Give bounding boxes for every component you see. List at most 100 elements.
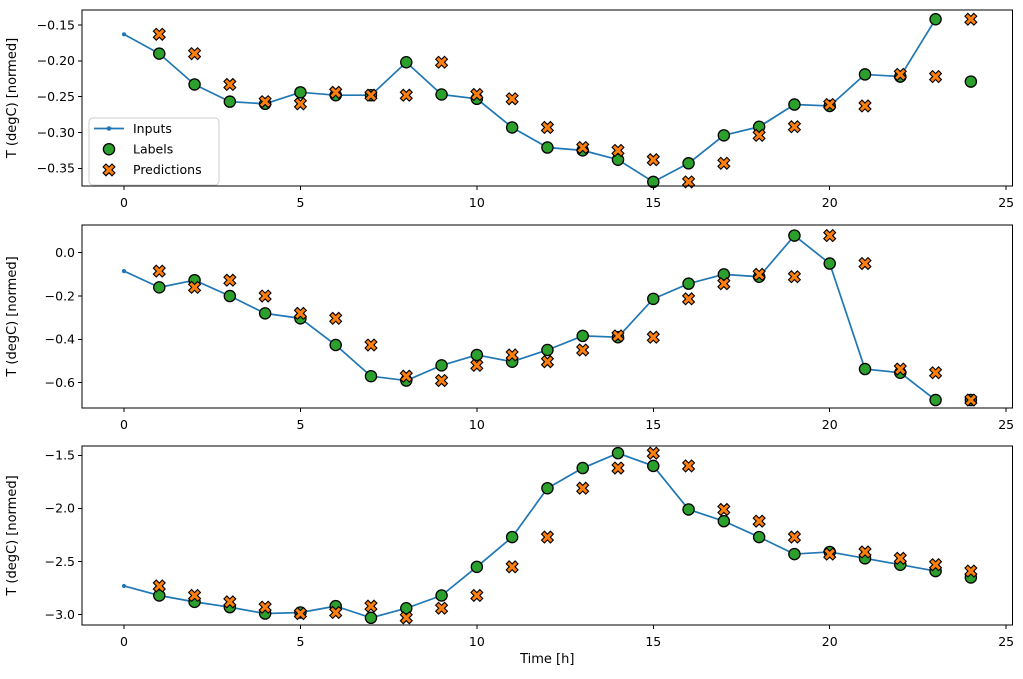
label-point (294, 86, 307, 99)
prediction-point (187, 588, 202, 603)
prediction-point (505, 92, 519, 106)
prediction-point (470, 358, 484, 373)
label-point (682, 503, 695, 516)
y-axis: 0.0 −0.2 −0.4 −0.6 (45, 245, 82, 390)
legend-circle-sample (102, 142, 116, 156)
label-point (400, 601, 413, 615)
prediction-point (646, 446, 660, 460)
prediction-point (646, 153, 660, 167)
prediction-point (223, 595, 237, 609)
prediction-point (152, 579, 166, 593)
prediction-point (434, 373, 449, 388)
legend: Inputs Labels Predictions (88, 117, 220, 186)
x-axis: 0 5 10 15 20 25 (120, 408, 1014, 432)
prediction-point (928, 366, 943, 380)
prediction-point (258, 600, 272, 614)
prediction-point (364, 338, 378, 352)
prediction-point (293, 97, 308, 111)
x-tick-label: 5 (296, 634, 304, 649)
prediction-point (364, 599, 378, 613)
y-tick-label: −0.4 (45, 332, 75, 347)
label-point (682, 277, 695, 290)
legend-entry-inputs: Inputs (94, 121, 172, 136)
label-point (541, 481, 554, 495)
label-point (505, 530, 519, 544)
y-tick-label: −0.35 (37, 161, 75, 176)
x-tick-label: 0 (120, 195, 128, 210)
x-tick-label: 0 (120, 634, 128, 649)
legend-label: Predictions (133, 162, 202, 177)
label-point (364, 611, 378, 625)
prediction-point (364, 88, 378, 102)
label-point (576, 461, 589, 475)
y-tick-label: 0.0 (55, 245, 75, 260)
prediction-point (611, 461, 625, 475)
predictions-points (152, 12, 978, 189)
prediction-point (258, 289, 272, 303)
prediction-point (823, 547, 837, 561)
label-point (188, 78, 201, 91)
prediction-point (928, 558, 943, 572)
prediction-point (399, 88, 413, 102)
prediction-point (152, 27, 166, 41)
label-point (611, 153, 625, 166)
prediction-point (329, 85, 343, 100)
y-tick-label: −2.5 (45, 554, 75, 569)
prediction-point (787, 270, 802, 284)
prediction-point (434, 601, 449, 615)
label-point (647, 175, 660, 189)
prediction-point (187, 280, 202, 295)
labels-points (153, 446, 978, 625)
x-tick-label: 20 (822, 634, 838, 649)
label-point (435, 359, 448, 372)
prediction-point (540, 530, 555, 544)
prediction-point (681, 459, 696, 473)
prediction-point (258, 94, 272, 109)
prediction-point (858, 256, 872, 271)
label-point (364, 369, 378, 383)
label-point (400, 55, 413, 69)
label-point (435, 88, 448, 101)
prediction-point (329, 311, 343, 326)
label-point (223, 289, 237, 303)
label-point (258, 307, 272, 320)
legend-box (88, 117, 220, 186)
prediction-point (576, 343, 590, 357)
prediction-point (752, 267, 766, 282)
inputs-point (121, 583, 127, 589)
prediction-point (681, 175, 696, 189)
y-tick-label: −0.25 (37, 89, 75, 104)
y-tick-label: −0.2 (45, 288, 75, 303)
inputs-line (121, 233, 938, 403)
prediction-point (717, 502, 731, 517)
legend-x-sample (102, 163, 116, 177)
labels-points (153, 229, 978, 407)
inputs-point (121, 269, 127, 274)
label-point (576, 329, 589, 343)
label-point (717, 268, 731, 281)
prediction-point (928, 69, 943, 84)
label-point (964, 75, 978, 88)
legend-dot-sample (106, 126, 112, 131)
prediction-point (893, 362, 907, 376)
inputs-line (121, 17, 938, 185)
prediction-point (152, 264, 166, 278)
x-tick-label: 10 (469, 195, 485, 210)
prediction-point (964, 564, 978, 578)
x-axis: 0 5 10 15 20 25 (120, 186, 1014, 210)
label-point (858, 362, 872, 376)
prediction-point (505, 348, 519, 362)
prediction-point (540, 120, 555, 135)
prediction-point (399, 611, 413, 625)
prediction-point (576, 481, 590, 495)
prediction-point (752, 514, 766, 528)
label-point (505, 121, 519, 134)
y-tick-label: −0.20 (37, 53, 75, 68)
prediction-point (717, 277, 731, 291)
y-axis: −1.5 −2.0 −2.5 −3.0 (45, 448, 82, 622)
label-point (611, 446, 625, 460)
prediction-point (611, 329, 625, 343)
label-point (541, 141, 554, 154)
axes-frame (81, 9, 1013, 187)
y-tick-label: −0.30 (37, 125, 75, 140)
